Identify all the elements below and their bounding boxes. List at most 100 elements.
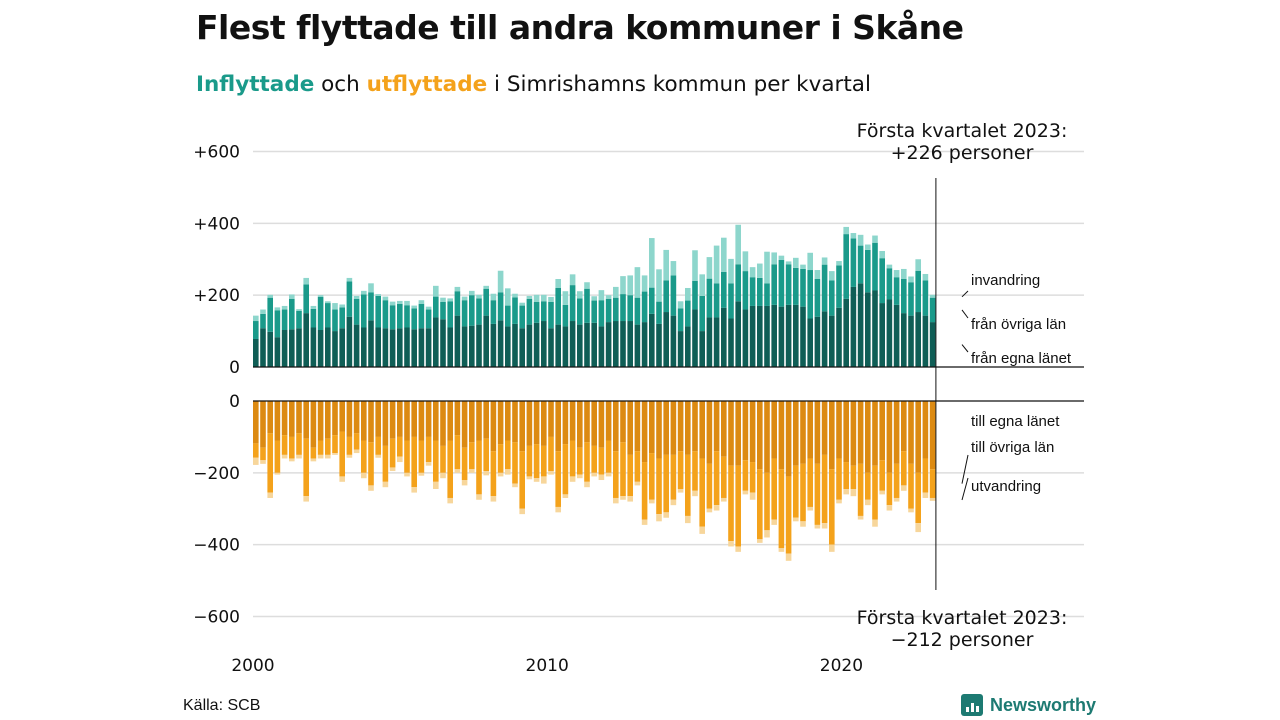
bar-out-2 (303, 496, 309, 502)
bar-out-1 (397, 436, 403, 457)
bar-in-2 (649, 238, 655, 288)
bar-in-2 (893, 270, 900, 278)
bar-in-0 (800, 306, 806, 367)
bar-out-2 (296, 454, 302, 459)
bar-out-2 (735, 546, 741, 552)
bar-in-0 (289, 329, 295, 367)
bar-out-0 (440, 401, 446, 446)
bar-in-1 (476, 298, 482, 325)
bar-out-0 (829, 401, 835, 470)
bar-out-1 (901, 451, 907, 486)
bar-out-1 (728, 465, 734, 542)
bar-out-0 (447, 401, 453, 441)
series-label-invandring: invandring (971, 272, 1040, 289)
bar-out-2 (382, 481, 389, 488)
bar-in-1 (649, 287, 655, 314)
bar-in-1 (461, 300, 468, 327)
y-tick-label: +400 (193, 214, 240, 234)
bar-in-0 (454, 315, 461, 367)
bar-in-0 (461, 326, 468, 367)
bar-in-0 (368, 320, 374, 367)
bar-in-1 (562, 304, 569, 327)
bar-out-0 (670, 401, 677, 455)
bar-in-1 (706, 278, 713, 318)
bar-out-2 (260, 460, 266, 464)
bar-in-0 (649, 313, 655, 367)
bar-out-1 (886, 472, 893, 506)
bar-in-0 (821, 311, 828, 367)
bar-out-2 (857, 515, 864, 520)
bar-out-2 (663, 512, 669, 518)
bar-out-1 (433, 440, 439, 482)
bar-out-0 (634, 401, 641, 452)
bar-out-2 (555, 506, 561, 513)
chart-title: Flest flyttade till andra kommuner i Skå… (196, 8, 964, 47)
bar-in-2 (267, 294, 273, 298)
label-leader (961, 344, 969, 353)
subtitle-inflyttade: Inflyttade (196, 72, 315, 97)
bar-in-0 (267, 331, 273, 367)
bar-in-2 (591, 296, 597, 301)
bar-in-2 (634, 267, 641, 298)
bar-in-0 (397, 328, 403, 367)
bar-out-2 (569, 476, 576, 482)
bar-in-1 (598, 300, 605, 327)
bar-in-1 (526, 298, 533, 325)
bar-out-1 (634, 451, 641, 482)
series-label-ovriga-lan: från övriga län (971, 316, 1066, 333)
bar-in-0 (735, 301, 741, 367)
bar-out-0 (274, 401, 281, 441)
bar-in-0 (850, 286, 857, 367)
bar-out-0 (332, 401, 338, 436)
bar-out-2 (274, 472, 281, 475)
bar-in-2 (721, 237, 727, 272)
bar-in-0 (310, 327, 317, 367)
subtitle-rest: i Simrishamns kommun per kvartal (494, 72, 871, 97)
bar-out-2 (411, 487, 417, 493)
bar-in-0 (548, 328, 554, 367)
bar-in-2 (865, 244, 871, 250)
bar-out-0 (281, 401, 288, 436)
bar-in-2 (685, 287, 691, 301)
bar-out-2 (346, 454, 353, 458)
bar-out-0 (253, 401, 259, 444)
bar-in-1 (397, 303, 403, 329)
bar-out-2 (397, 456, 403, 463)
bar-out-1 (274, 440, 281, 473)
bar-out-1 (649, 453, 655, 500)
bar-in-1 (281, 309, 288, 331)
bar-in-0 (382, 328, 389, 367)
bar-in-2 (764, 251, 770, 284)
bar-out-2 (483, 471, 489, 476)
label-leader (961, 309, 969, 319)
bar-in-2 (641, 275, 648, 292)
bar-in-2 (541, 294, 547, 302)
bar-in-1 (433, 296, 439, 318)
bar-out-2 (454, 469, 461, 473)
bar-in-1 (253, 321, 259, 339)
bar-out-1 (677, 451, 684, 489)
bar-in-1 (908, 282, 914, 316)
bar-out-1 (670, 454, 677, 500)
bar-in-1 (836, 265, 842, 308)
newsworthy-logo[interactable]: Newsworthy (961, 694, 1096, 716)
bar-in-0 (569, 321, 576, 367)
bar-in-0 (562, 326, 569, 367)
bar-in-0 (332, 331, 338, 367)
bar-in-0 (433, 317, 439, 367)
bar-out-1 (836, 458, 842, 500)
bar-out-2 (310, 458, 317, 462)
bar-out-1 (656, 458, 662, 515)
bar-out-0 (865, 401, 871, 473)
bar-in-2 (922, 273, 929, 281)
bar-in-1 (843, 234, 849, 299)
bar-in-1 (865, 249, 871, 293)
series-label-till-egna-lanet: till egna länet (971, 413, 1060, 430)
bar-in-1 (404, 305, 410, 328)
bar-in-1 (778, 259, 785, 307)
label-leader (961, 290, 969, 298)
bar-out-0 (893, 401, 900, 464)
bar-out-2 (577, 474, 583, 479)
bar-out-1 (361, 440, 367, 473)
bar-in-1 (375, 295, 381, 328)
